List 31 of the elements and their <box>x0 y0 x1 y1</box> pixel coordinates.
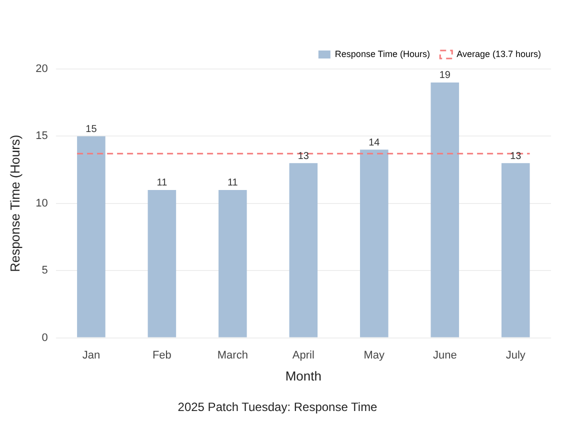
bar <box>360 150 388 338</box>
x-tick-label: April <box>292 349 314 362</box>
bar <box>501 163 530 338</box>
y-tick-label: 5 <box>42 264 48 277</box>
y-axis-title: Response Time (Hours) <box>7 134 22 272</box>
data-label: 14 <box>368 137 380 148</box>
legend-label: Response Time (Hours) <box>334 48 430 59</box>
y-tick-label: 0 <box>42 332 48 344</box>
bar <box>77 136 106 338</box>
data-label: 13 <box>298 150 310 162</box>
x-tick-label: May <box>364 349 386 362</box>
bar <box>218 190 247 338</box>
x-tick-label: June <box>432 349 457 362</box>
legend-label: Average (13.7 hours) <box>456 48 542 59</box>
y-tick-label: 10 <box>36 197 48 210</box>
data-label: 19 <box>439 70 451 82</box>
data-label: 11 <box>227 178 238 189</box>
x-tick-label: Feb <box>152 349 172 362</box>
x-tick-label: March <box>217 349 248 362</box>
x-axis-title: Month <box>285 368 322 384</box>
bar <box>148 190 176 338</box>
bar <box>289 163 318 338</box>
data-label: 13 <box>510 150 522 162</box>
y-tick-label: 15 <box>36 130 48 142</box>
x-tick-label: Jan <box>82 349 100 362</box>
y-tick-label: 20 <box>36 63 48 76</box>
x-tick-label: July <box>506 349 526 362</box>
text: 2025 Patch Tuesday: Response Time <box>178 400 378 414</box>
bar <box>430 82 460 338</box>
data-label: 11 <box>156 178 168 189</box>
data-label: 15 <box>86 124 98 135</box>
